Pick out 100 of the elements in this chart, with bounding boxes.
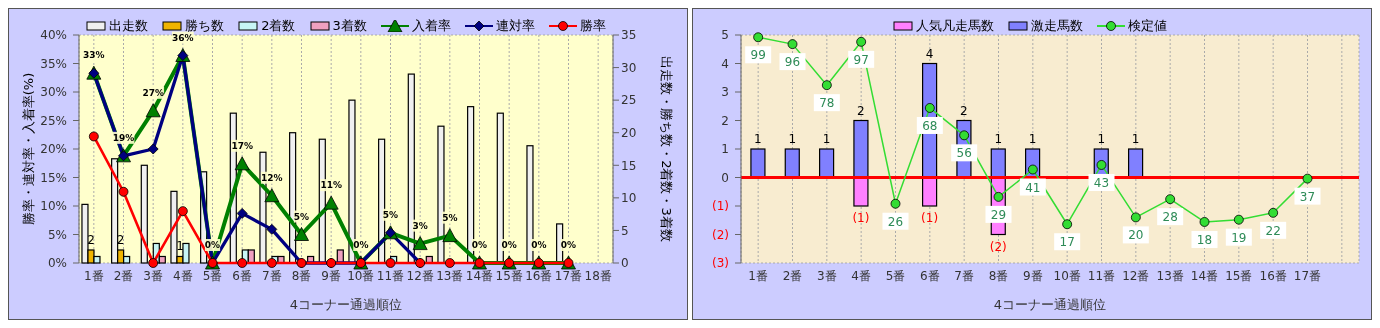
x-tick-label: 12番 [1122, 268, 1150, 283]
data-label: (1) [921, 211, 939, 225]
y2-tick-label: 25 [621, 93, 637, 108]
x-tick-label: 16番 [1259, 268, 1287, 283]
data-label: 5% [293, 211, 310, 222]
x-tick-label: 5番 [885, 268, 906, 283]
data-label: 1 [1131, 132, 1140, 146]
y-tick-label: 5 [721, 28, 729, 42]
data-label: (1) [852, 211, 870, 225]
y-tick-label: 30% [40, 85, 67, 99]
y2-tick-label: 20 [621, 125, 637, 140]
data-label: 0% [204, 240, 221, 250]
data-label: 43 [1093, 175, 1110, 190]
x-tick-label: 8番 [988, 268, 1009, 283]
data-label: 17 [1059, 235, 1075, 250]
data-label: 12% [261, 172, 283, 183]
data-label: 0% [501, 240, 517, 250]
x-tick-label: 4番 [173, 268, 193, 283]
y-axis-title: 勝率・連対率・入着率(%) [20, 72, 36, 226]
data-label: (2) [989, 239, 1007, 254]
x-tick-label: 14番 [1190, 268, 1219, 283]
data-label: 0% [353, 240, 369, 250]
data-label: 18 [1196, 232, 1213, 247]
y2-axis-title: 出走数・勝ち数・2着数・3着数 [658, 56, 674, 242]
data-label: 19 [1231, 230, 1247, 245]
x-tick-label: 7番 [954, 268, 974, 283]
x-tick-label: 15番 [495, 268, 523, 283]
x-tick-label: 17番 [554, 268, 583, 283]
x-tick-label: 6番 [232, 268, 252, 283]
y-tick-label: 35% [40, 56, 67, 71]
y-tick-label: 5% [47, 227, 67, 242]
legend-label: 勝ち数 [184, 17, 225, 34]
data-label: 1 [1028, 132, 1037, 146]
data-label: 68 [922, 118, 938, 133]
data-label: 20 [1128, 228, 1144, 243]
x-tick-label: 10番 [1053, 268, 1081, 283]
data-label: 4 [925, 46, 934, 61]
data-label: 3% [412, 220, 428, 231]
x-tick-label: 13番 [436, 268, 464, 283]
data-label: 11% [320, 180, 342, 191]
data-label: 36% [172, 32, 194, 43]
x-tick-label: 8番 [291, 268, 312, 283]
data-label: 22 [1265, 223, 1281, 238]
legend-label: 2着数 [260, 17, 296, 35]
legend-label: 検定値 [1127, 17, 1167, 35]
x-tick-label: 11番 [1087, 268, 1116, 283]
y-tick-label: 0% [47, 256, 67, 270]
x-tick-label: 16番 [525, 268, 553, 283]
y-tick-label: 4 [721, 56, 729, 71]
y2-tick-label: 30 [621, 60, 637, 75]
x-tick-label: 9番 [1023, 268, 1043, 283]
data-label: 37 [1299, 189, 1316, 204]
x-tick-label: 2番 [782, 268, 803, 283]
y-tick-label: 1 [721, 142, 729, 156]
y2-tick-label: 0 [621, 256, 629, 271]
y-tick-label: (3) [712, 256, 729, 270]
y-tick-label: (1) [712, 199, 729, 213]
x-tick-label: 18番 [584, 268, 612, 283]
data-label: 0% [531, 240, 547, 250]
data-label: 1 [1097, 132, 1106, 146]
data-label: 1 [822, 132, 831, 146]
data-label: 2 [960, 103, 968, 118]
data-label: 0% [560, 240, 577, 250]
y2-tick-label: 35 [621, 28, 637, 43]
data-label: 1 [754, 132, 762, 146]
x-tick-label: 4番 [851, 268, 871, 283]
data-label: 1 [788, 132, 797, 146]
y2-tick-label: 5 [621, 223, 629, 238]
x-tick-label: 2番 [113, 268, 134, 283]
data-label: 99 [750, 48, 766, 63]
data-label: 5% [382, 209, 399, 220]
data-label: 97 [853, 52, 869, 67]
y-tick-label: 10% [40, 199, 67, 213]
y-tick-label: 0 [721, 170, 729, 185]
y-tick-label: 15% [40, 170, 67, 185]
data-label: 27% [142, 87, 164, 98]
data-label: 96 [784, 55, 801, 70]
x-tick-label: 9番 [321, 268, 341, 283]
x-tick-label: 6番 [920, 268, 940, 283]
legend-label: 3着数 [331, 17, 367, 35]
legend-label: 連対率 [494, 17, 535, 35]
y-tick-label: 25% [40, 113, 67, 128]
y2-tick-label: 10 [621, 191, 637, 206]
x-tick-label: 3番 [817, 268, 837, 283]
y-tick-label: 3 [721, 85, 729, 99]
x-axis-title: 4コーナー通過順位 [993, 297, 1107, 312]
data-label: 33% [83, 50, 105, 61]
x-tick-label: 3番 [143, 268, 163, 283]
legend-label: 激走馬数 [1030, 17, 1083, 35]
legend-label: 入着率 [410, 17, 451, 35]
y-tick-label: 40% [40, 28, 67, 42]
data-label: 56 [956, 146, 972, 161]
y-tick-label: 20% [40, 142, 67, 156]
x-tick-label: 1番 [748, 268, 768, 283]
data-label: 17% [231, 140, 253, 151]
x-tick-label: 13番 [1156, 268, 1184, 283]
data-label: 29 [990, 207, 1007, 222]
x-tick-label: 1番 [84, 268, 104, 283]
x-tick-label: 17番 [1293, 268, 1322, 283]
x-tick-label: 5番 [202, 268, 223, 283]
